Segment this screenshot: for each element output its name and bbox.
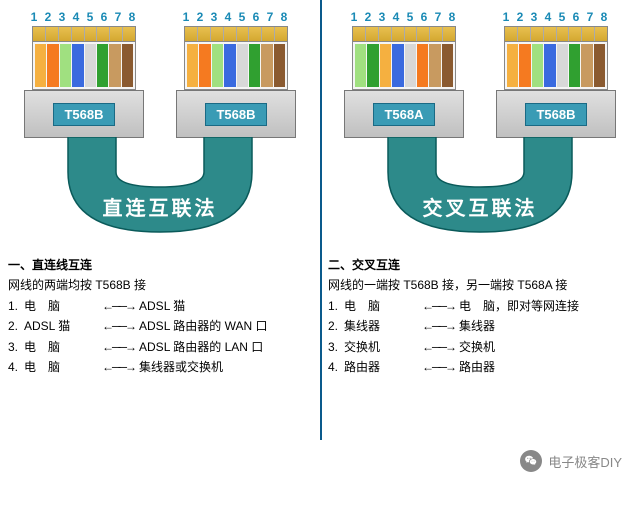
method-label: 直连互联法 xyxy=(30,192,290,221)
pin-numbers: 1 2 3 4 5 6 7 8 xyxy=(496,10,616,24)
desc-subtitle: 网线的一端按 T568B 接，另一端按 T568A 接 xyxy=(328,275,632,295)
connector-label: T568B xyxy=(525,103,586,126)
arrow-icon: ←──→ xyxy=(102,337,135,357)
left-panel: 1 2 3 4 5 6 7 8 1 2 3 4 5 6 7 8 T568BT56… xyxy=(0,0,320,506)
arrow-icon: ←──→ xyxy=(102,296,135,316)
rj45-connector: T568B xyxy=(24,26,144,138)
connectors-row-left: T568B T568B xyxy=(8,26,312,138)
connector-label: T568B xyxy=(53,103,114,126)
pin-numbers-row: 1 2 3 4 5 6 7 8 1 2 3 4 5 6 7 8 xyxy=(8,10,312,24)
wechat-icon xyxy=(520,450,542,472)
desc-item: 1.电 脑←──→ADSL 猫 xyxy=(8,296,312,316)
desc-items-right: 1.电 脑←──→电 脑，即对等网连接2.集线器←──→集线器3.交换机←──→… xyxy=(328,296,632,378)
connectors-row-right: T568A T568B xyxy=(328,26,632,138)
desc-item: 1.电 脑←──→电 脑，即对等网连接 xyxy=(328,296,632,316)
desc-title: 一、直连线互连 xyxy=(8,255,312,275)
connector-label: T568B xyxy=(205,103,266,126)
description-left: 一、直连线互连 网线的两端均按 T568B 接 1.电 脑←──→ADSL 猫2… xyxy=(8,255,312,377)
desc-items-left: 1.电 脑←──→ADSL 猫2.ADSL 猫←──→ADSL 路由器的 WAN… xyxy=(8,296,312,378)
arrow-icon: ←──→ xyxy=(422,357,455,377)
pin-numbers: 1 2 3 4 5 6 7 8 xyxy=(24,10,144,24)
arrow-icon: ←──→ xyxy=(422,337,455,357)
desc-item: 4.电 脑←──→集线器或交换机 xyxy=(8,357,312,377)
method-label: 交叉互联法 xyxy=(350,192,610,221)
connector-label: T568A xyxy=(373,103,434,126)
watermark: 电子极客DIY xyxy=(520,450,622,472)
desc-item: 3.电 脑←──→ADSL 路由器的 LAN 口 xyxy=(8,337,312,357)
desc-item: 2.集线器←──→集线器 xyxy=(328,316,632,336)
cable-section-left: 直连互联法 xyxy=(8,137,312,247)
right-panel: 1 2 3 4 5 6 7 8 1 2 3 4 5 6 7 8 T568AT56… xyxy=(320,0,640,506)
desc-item: 2.ADSL 猫←──→ADSL 路由器的 WAN 口 xyxy=(8,316,312,336)
rj45-connector: T568B xyxy=(496,26,616,138)
pin-numbers: 1 2 3 4 5 6 7 8 xyxy=(344,10,464,24)
arrow-icon: ←──→ xyxy=(102,316,135,336)
desc-item: 3.交换机←──→交换机 xyxy=(328,337,632,357)
desc-title: 二、交叉互连 xyxy=(328,255,632,275)
rj45-connector: T568A xyxy=(344,26,464,138)
cable-section-right: 交叉互联法 xyxy=(328,137,632,247)
arrow-icon: ←──→ xyxy=(102,357,135,377)
desc-subtitle: 网线的两端均按 T568B 接 xyxy=(8,275,312,295)
vertical-divider xyxy=(320,0,322,440)
arrow-icon: ←──→ xyxy=(422,296,455,316)
pin-numbers: 1 2 3 4 5 6 7 8 xyxy=(176,10,296,24)
watermark-text: 电子极客DIY xyxy=(548,452,622,471)
arrow-icon: ←──→ xyxy=(422,316,455,336)
desc-item: 4.路由器←──→路由器 xyxy=(328,357,632,377)
description-right: 二、交叉互连 网线的一端按 T568B 接，另一端按 T568A 接 1.电 脑… xyxy=(328,255,632,377)
pin-numbers-row: 1 2 3 4 5 6 7 8 1 2 3 4 5 6 7 8 xyxy=(328,10,632,24)
rj45-connector: T568B xyxy=(176,26,296,138)
